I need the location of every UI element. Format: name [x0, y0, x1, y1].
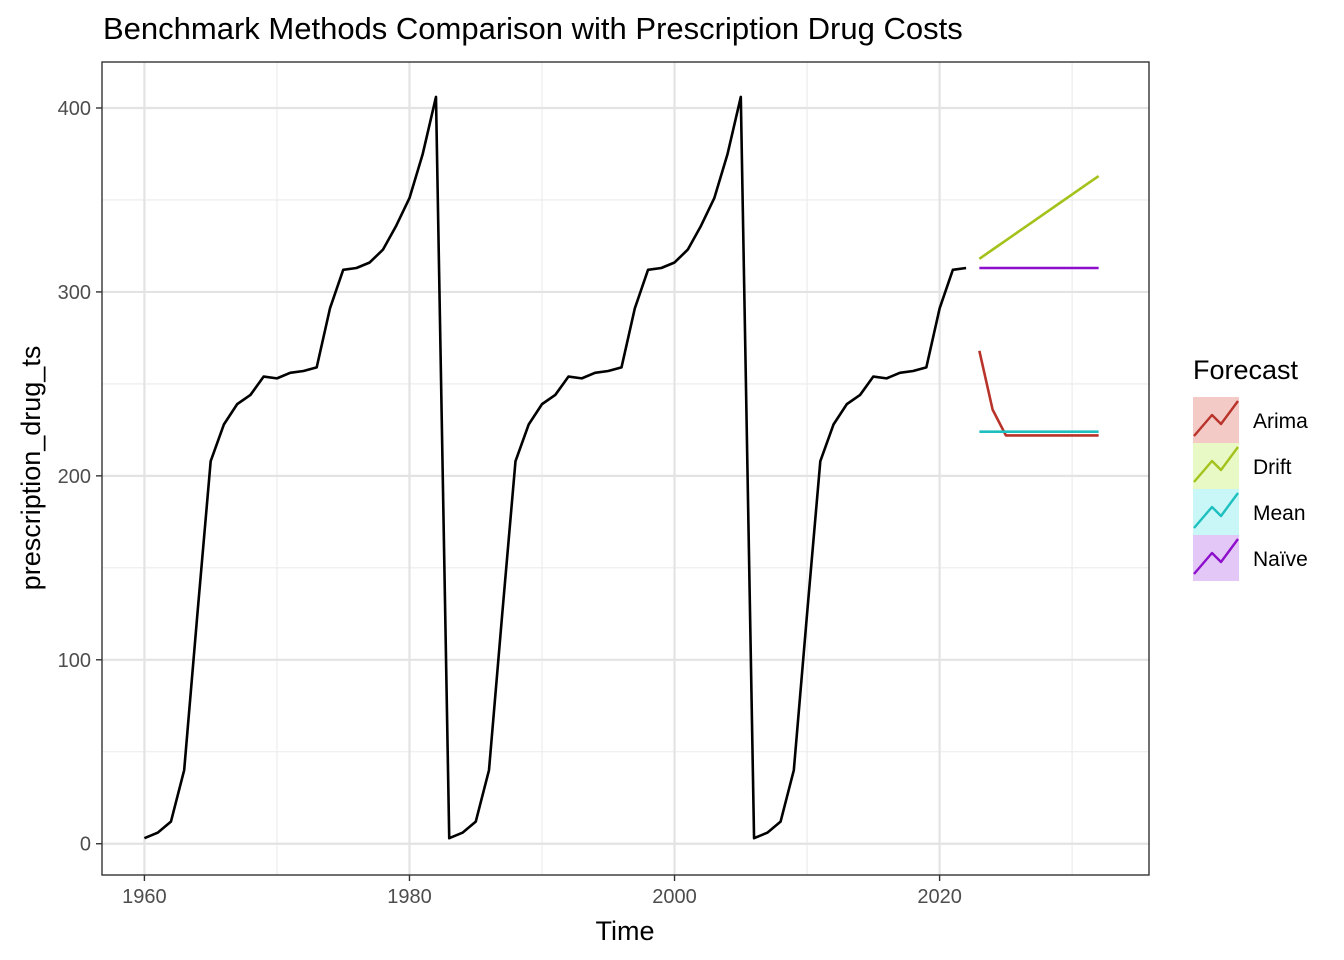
- x-axis: 1960 1980 2000 2020: [122, 875, 962, 908]
- x-tick-label: 2020: [917, 886, 962, 908]
- x-tick-label: 1980: [387, 886, 432, 908]
- legend: Forecast Arima Drift Mean Naïve: [1193, 355, 1308, 581]
- x-tick-label: 2000: [652, 886, 697, 908]
- panel-border: [101, 61, 1150, 876]
- history-line: [143, 95, 967, 840]
- legend-label-mean: Mean: [1253, 502, 1306, 525]
- y-tick-label: 100: [58, 650, 91, 672]
- series-line-drift: [978, 174, 1100, 260]
- y-axis-title: prescription_drug_ts: [16, 346, 46, 591]
- legend-title: Forecast: [1193, 355, 1299, 385]
- y-tick-label: 400: [58, 98, 91, 120]
- legend-label-naive: Naïve: [1253, 548, 1308, 571]
- legend-label-drift: Drift: [1253, 456, 1292, 479]
- x-tick-label: 1960: [122, 886, 167, 908]
- y-tick-label: 300: [58, 282, 91, 304]
- plot-lines: [143, 95, 1100, 840]
- series-line-arima: [978, 350, 1099, 437]
- chart-title: Benchmark Methods Comparison with Prescr…: [103, 11, 963, 46]
- legend-line-drift: [1193, 446, 1239, 483]
- grid-lines: [102, 62, 1149, 875]
- y-tick-label: 0: [80, 834, 91, 856]
- x-axis-title: Time: [596, 916, 655, 946]
- legend-line-mean: [1193, 492, 1239, 529]
- legend-line-naive: [1193, 538, 1239, 575]
- y-axis: 0 100 200 300 400: [58, 98, 102, 856]
- legend-line-arima: [1193, 400, 1239, 437]
- y-tick-label: 200: [58, 466, 91, 488]
- legend-label-arima: Arima: [1253, 410, 1308, 433]
